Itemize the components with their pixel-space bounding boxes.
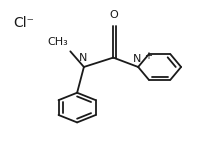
Text: +: +: [144, 51, 152, 61]
Text: Cl⁻: Cl⁻: [13, 16, 34, 30]
Text: N: N: [79, 53, 87, 63]
Text: N: N: [133, 54, 141, 64]
Text: O: O: [109, 10, 118, 20]
Text: CH₃: CH₃: [47, 37, 68, 48]
